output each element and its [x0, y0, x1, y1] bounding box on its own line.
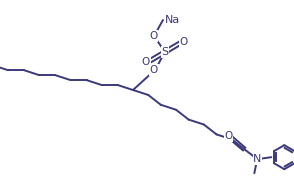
Text: O: O	[142, 57, 150, 67]
Text: O: O	[224, 131, 233, 141]
Text: Na: Na	[165, 15, 180, 25]
Text: N: N	[253, 154, 261, 164]
Text: O: O	[149, 31, 157, 41]
Text: O: O	[150, 65, 158, 75]
Text: O: O	[180, 37, 188, 47]
Text: S: S	[161, 47, 168, 57]
